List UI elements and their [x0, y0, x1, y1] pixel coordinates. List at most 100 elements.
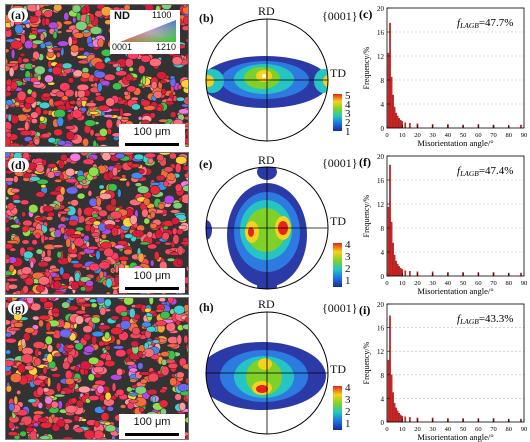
- y-tick-label: 12: [377, 201, 385, 209]
- histogram-bar: [395, 112, 397, 129]
- x-tick-label: 70: [490, 132, 497, 139]
- flagb-value: =47.4%: [479, 165, 514, 177]
- scale-bar-line: [125, 287, 179, 290]
- panel-label-g: (g): [8, 301, 28, 315]
- flagb-symbol: f: [457, 17, 462, 29]
- histogram-bar: [409, 417, 411, 423]
- histogram-bar: [389, 22, 391, 129]
- panel-label: (c): [359, 7, 372, 21]
- histogram-bar: [396, 263, 399, 277]
- histogram-bar: [398, 118, 401, 129]
- x-tick-label: 50: [460, 280, 467, 287]
- legend-axis-label: ND: [114, 10, 130, 22]
- plane-label: {0001}: [322, 301, 358, 315]
- colorbar-tick: 1: [345, 418, 351, 430]
- y-tick-label: 20: [377, 153, 385, 161]
- histogram-bar: [404, 416, 407, 423]
- histogram-bar: [389, 164, 391, 277]
- scale-bar-line: [125, 143, 179, 146]
- colorbar-tick: 4: [345, 99, 351, 111]
- panel-label-b: (b): [199, 11, 214, 25]
- histogram-bar: [404, 270, 407, 277]
- histogram-bar: [395, 260, 397, 277]
- x-tick-label: 50: [460, 132, 467, 139]
- y-tick-label: 12: [377, 53, 385, 61]
- x-tick-label: 20: [414, 280, 421, 287]
- x-tick-label: 0: [385, 426, 388, 433]
- histogram-bar: [387, 359, 390, 423]
- plane-label: {0001}: [322, 156, 358, 170]
- histogram-bar: [404, 122, 407, 129]
- y-tick-label: 4: [381, 101, 385, 109]
- colorbar-e: [333, 243, 342, 287]
- y-tick-label: 12: [377, 348, 385, 356]
- histogram-bar: [395, 407, 397, 423]
- y-axis-label: Frequency/%: [362, 46, 371, 89]
- histogram-bar: [520, 124, 522, 129]
- y-tick-label: 0: [381, 125, 385, 133]
- histogram-bar: [393, 106, 396, 129]
- panel-label-a: (a): [8, 8, 28, 22]
- y-tick-label: 0: [381, 273, 385, 281]
- colorbar-tick: 3: [345, 108, 351, 120]
- histogram-bar: [409, 271, 411, 277]
- td-label: TD: [330, 362, 346, 376]
- scale-bar-d: 100 μm: [119, 268, 185, 293]
- x-tick-label: 40: [445, 426, 452, 433]
- scale-bar-text: 100 μm: [133, 270, 171, 282]
- histogram-bar: [392, 94, 394, 129]
- colorbar-tick: 2: [345, 117, 351, 129]
- plane-label: {0001}: [322, 9, 358, 23]
- histogram-bar: [392, 392, 394, 423]
- histogram-bar: [399, 120, 402, 129]
- histogram-bar: [520, 418, 522, 423]
- x-tick-label: 70: [490, 280, 497, 287]
- plot-frame: [386, 7, 525, 129]
- histogram-bar: [398, 266, 401, 277]
- x-tick-label: 30: [429, 426, 436, 433]
- x-tick-label: 10: [399, 280, 406, 287]
- y-tick-label: 16: [377, 325, 385, 333]
- x-tick-label: 80: [506, 132, 513, 139]
- x-tick-label: 30: [429, 132, 436, 139]
- y-tick-label: 16: [377, 29, 385, 37]
- histogram-bar: [399, 414, 402, 423]
- y-tick-label: 8: [381, 77, 385, 85]
- histogram-bar: [398, 413, 401, 423]
- colorbar-tick: 1: [345, 126, 351, 138]
- panel-label: (i): [359, 303, 370, 317]
- rd-label: RD: [258, 153, 275, 167]
- flagb-value: =47.7%: [479, 17, 514, 29]
- colorbar-b: [333, 94, 342, 131]
- colorbar-tick: 2: [345, 406, 351, 418]
- y-tick-label: 8: [381, 372, 385, 380]
- histogram-bar: [393, 254, 396, 277]
- ipf-color-legend: ND 1100 0001 1210: [110, 10, 180, 54]
- x-tick-label: 60: [475, 280, 482, 287]
- panel-label-d: (d): [8, 158, 29, 172]
- rd-label: RD: [258, 4, 275, 18]
- colorbar-tick: 3: [345, 394, 351, 406]
- y-tick-label: 8: [381, 225, 385, 233]
- y-tick-label: 20: [377, 301, 385, 309]
- flagb-symbol: f: [457, 313, 462, 325]
- histogram-bar: [390, 374, 393, 423]
- x-tick-label: 40: [445, 280, 452, 287]
- panel-label-e: (e): [199, 157, 213, 171]
- y-tick-label: 16: [377, 177, 385, 185]
- td-label: TD: [330, 66, 346, 80]
- histogram-bar: [387, 206, 390, 277]
- x-tick-label: 50: [460, 426, 467, 433]
- histogram-bar: [392, 242, 394, 277]
- x-tick-label: 0: [385, 132, 388, 139]
- panel-label: (f): [359, 155, 371, 169]
- rd-label: RD: [258, 297, 275, 311]
- flagb-subscript: LAGB: [459, 169, 479, 178]
- y-tick-label: 4: [381, 395, 385, 403]
- histogram-bar: [409, 123, 411, 129]
- colorbar-tick: 1: [345, 275, 351, 287]
- histogram-bar: [390, 76, 393, 129]
- histogram-bar: [396, 115, 399, 129]
